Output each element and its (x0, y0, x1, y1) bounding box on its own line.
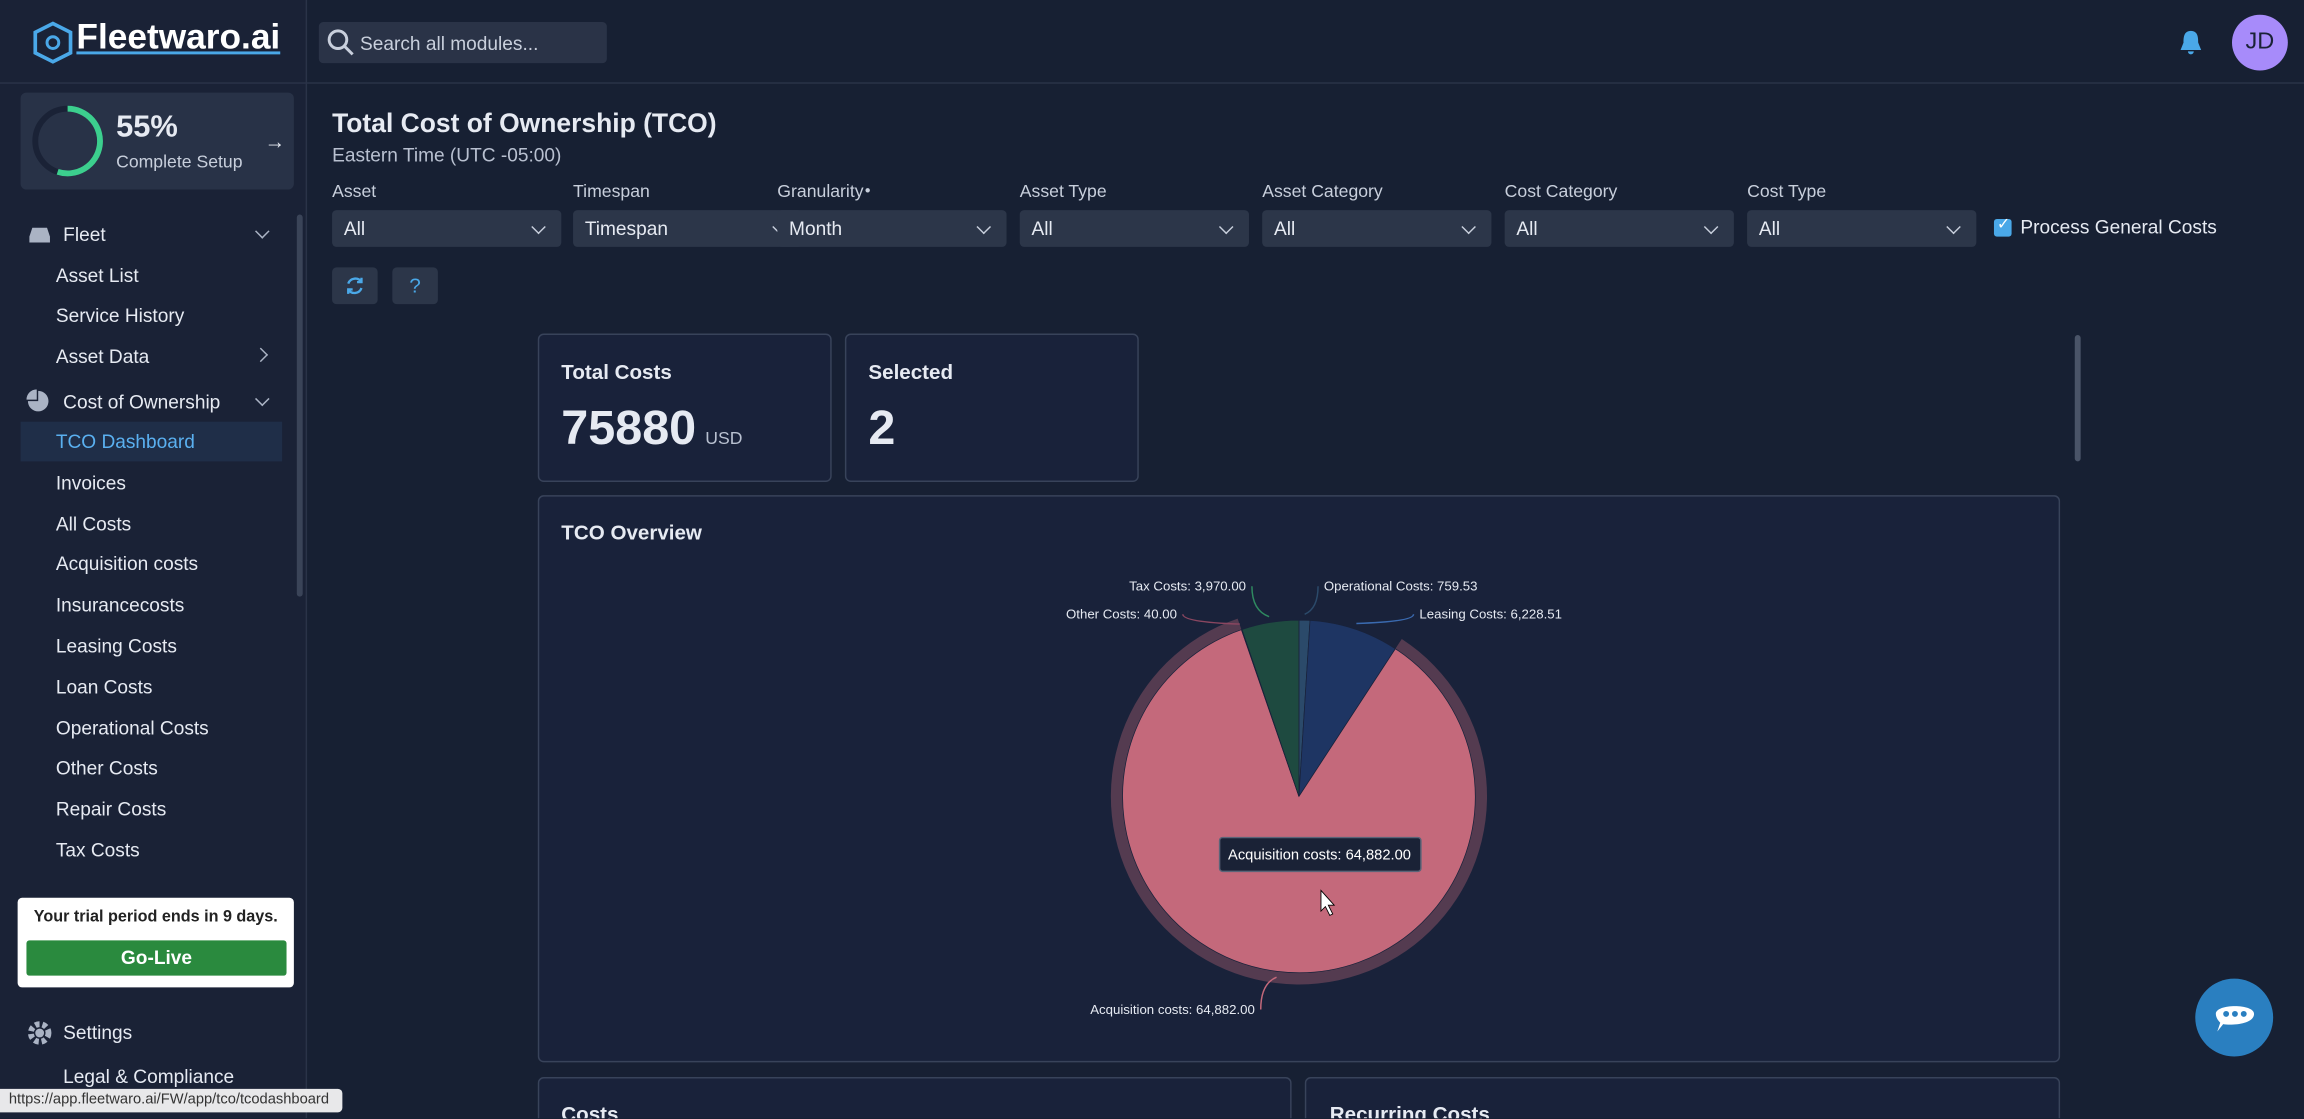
nav-item[interactable]: Insurancecosts (55, 593, 185, 616)
card-value: 2 (868, 399, 896, 455)
nav-item[interactable]: TCO Dashboard (55, 430, 195, 453)
status-bar (0, 1088, 343, 1113)
nav-item[interactable]: Leasing Costs (55, 634, 177, 657)
filter-label: Asset Category (1262, 180, 1383, 202)
filter-label: Asset (332, 180, 377, 202)
select[interactable]: Month (777, 210, 1007, 247)
nav-item[interactable]: Repair Costs (55, 798, 167, 821)
card-value: 75880 (561, 399, 697, 455)
required-dot (865, 188, 870, 193)
data-label: Leasing Costs: 6,228.51 (1419, 607, 1562, 622)
avatar[interactable]: JD (2232, 14, 2288, 71)
setup-percent: 55% (116, 110, 178, 145)
card-title: Selected (868, 360, 954, 384)
go-live-button[interactable]: Go-Live (26, 940, 287, 976)
fleet-icon (29, 227, 50, 243)
filter-label: Timespan (573, 180, 650, 202)
nav-group[interactable]: Cost of Ownership (63, 390, 221, 413)
select[interactable]: All (1019, 210, 1249, 247)
setup-progress (32, 105, 103, 177)
tooltip-box (1218, 836, 1422, 873)
active-item-bg (20, 421, 283, 462)
refresh-button[interactable] (332, 267, 378, 305)
cost-icon (26, 389, 49, 412)
card (1304, 1077, 2061, 1119)
nav-item[interactable]: Legal & Compliance (63, 1065, 235, 1088)
card (844, 333, 1139, 482)
search-box[interactable] (318, 22, 607, 64)
nav-item[interactable]: Service History (55, 304, 185, 327)
tooltip: Acquisition costs: 64,882.00 (1228, 848, 1411, 864)
checkbox[interactable] (1993, 218, 2012, 237)
page-title: Total Cost of Ownership (TCO) (332, 108, 717, 139)
pie-chart: Operational Costs: 759.53 Leasing Costs: … (1066, 579, 1562, 1017)
nav-item[interactable]: Acquisition costs (55, 553, 199, 576)
data-label: Acquisition costs: 64,882.00 (1090, 1002, 1255, 1017)
card (537, 1077, 1292, 1119)
card (537, 333, 832, 482)
data-label: Operational Costs: 759.53 (1324, 579, 1478, 594)
trial-text: Your trial period ends in 9 days. (33, 908, 278, 926)
help-button[interactable]: ? (392, 267, 438, 305)
divider (0, 82, 2304, 84)
select[interactable]: Timespan (573, 210, 803, 247)
search-placeholder: Search all modules... (360, 32, 539, 55)
nav-item[interactable]: Operational Costs (55, 716, 209, 739)
select[interactable]: All (1747, 210, 1977, 247)
nav-item[interactable]: Tax Costs (55, 839, 140, 862)
filter-label: Cost Type (1747, 180, 1827, 202)
leader-line (1356, 613, 1415, 625)
section-title: Costs (561, 1102, 619, 1119)
chart-title: TCO Overview (561, 520, 702, 544)
filter-label: Granularity (777, 180, 864, 202)
chat-icon (2215, 1006, 2255, 1032)
nav-item[interactable]: Asset Data (55, 345, 150, 368)
pie-slice (1122, 629, 1476, 974)
card-unit: USD (705, 427, 743, 449)
nav-item[interactable]: Asset List (55, 264, 139, 287)
nav-item[interactable]: Settings (63, 1021, 133, 1044)
data-label: Tax Costs: 3,970.00 (1129, 579, 1246, 594)
select[interactable]: All (1262, 210, 1492, 247)
pie-slice (1298, 620, 1396, 798)
timezone: Eastern Time (UTC -05:00) (332, 144, 562, 167)
checkbox-label[interactable]: Process General Costs (2020, 216, 2217, 239)
select[interactable]: All (1504, 210, 1734, 247)
card-title: Total Costs (561, 360, 672, 384)
leader-line (1182, 613, 1240, 625)
setup-label: Complete Setup (116, 151, 243, 172)
pie-slice (1241, 619, 1300, 797)
nav-item[interactable]: Loan Costs (55, 675, 153, 698)
status-url: https://app.fleetwaro.ai/FW/app/tco/tcod… (8, 1091, 330, 1108)
nav-item[interactable]: All Costs (55, 512, 132, 535)
setup-arrow[interactable]: → (264, 129, 286, 153)
section-title: Recurring Costs (1329, 1102, 1490, 1119)
nav-group[interactable]: Fleet (63, 223, 106, 246)
nav-item[interactable]: Other Costs (55, 757, 158, 780)
filter-label: Cost Category (1504, 180, 1618, 202)
scrollbar (2074, 335, 2081, 462)
settings-icon (27, 1021, 52, 1045)
leader-line (1251, 586, 1270, 618)
logo[interactable]: Fleetwaro.ai (76, 17, 281, 58)
bell-icon[interactable] (2178, 28, 2204, 57)
cursor (1320, 889, 1336, 917)
logo-icon (33, 21, 73, 64)
check-mark: ✓ (1996, 216, 2011, 234)
nav-item[interactable]: Invoices (55, 471, 126, 494)
filter-label: Asset Type (1019, 180, 1107, 202)
scrollbar (296, 214, 303, 597)
leader-line (1304, 586, 1319, 615)
search-icon (327, 29, 354, 56)
data-label: Other Costs: 40.00 (1066, 607, 1177, 622)
select[interactable]: All (332, 210, 562, 247)
refresh-icon (347, 277, 363, 295)
leader-line (1260, 976, 1277, 1010)
